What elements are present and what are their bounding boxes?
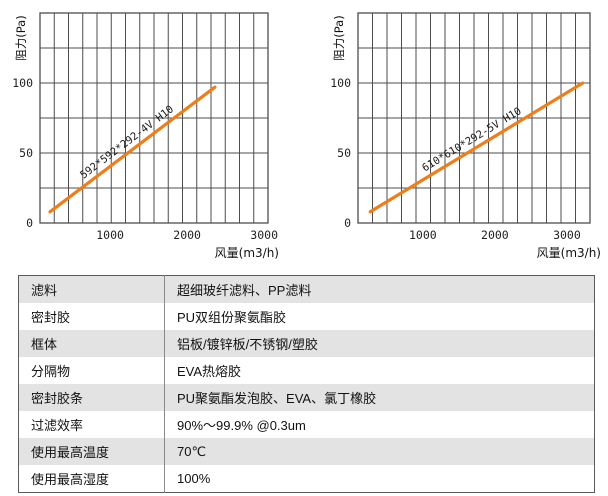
spec-value: 100% [177,471,211,486]
spec-value: 超细玻纤滤料、PP滤料 [177,283,312,298]
charts-panel: 0 50 100 1000 2000 3000 阻力(Pa) 风量(m3/h) 592*592*… [12,12,601,260]
x-tick-label: 2000 [173,228,201,242]
series-line [48,85,217,214]
spec-value: 90%～99.9% @0.3um [177,418,306,433]
filter-spec-table: 滤料 超细玻纤滤料、PP滤料 密封胶 PU双组份聚氨酯胶 框体 铝板/镀锌板/不锈钢/塑胶… [18,275,595,493]
pressure-flow-chart-right: 0 50 100 1000 2000 3000 阻力(Pa) 风量(m3/h) 610*610*… [330,12,601,260]
y-axis-title: 阻力(Pa) [332,15,346,60]
x-tick-label: 2000 [481,228,509,242]
y-tick-label: 100 [12,76,33,90]
spec-label: 过滤效率 [18,411,165,438]
spec-label: 密封胶条 [18,384,165,411]
spec-label: 分隔物 [18,357,165,384]
spec-value: PU双组份聚氨酯胶 [177,310,287,325]
table-row: 分隔物 EVA热熔胶 [18,357,595,384]
plot-border [39,12,269,224]
x-tick-label: 1000 [96,228,124,242]
spec-value: 铝板/镀锌板/不锈钢/塑胶 [177,337,318,352]
y-axis-title: 阻力(Pa) [14,15,28,60]
spec-label: 使用最高温度 [18,438,165,465]
spec-value: PU聚氨酯发泡胶、EVA、氯丁橡胶 [177,391,377,406]
series-label: 610*610*292-5V H10 [420,105,524,174]
y-tick-label: 0 [26,216,33,230]
spec-label: 滤料 [18,275,165,303]
spec-label: 使用最高湿度 [18,465,165,493]
y-tick-label: 100 [330,76,351,90]
spec-label: 框体 [18,330,165,357]
x-axis-title: 风量(m3/h) [215,246,279,260]
x-tick-label: 3000 [553,228,581,242]
table-row: 使用最高温度 70℃ [18,438,595,465]
x-tick-label: 3000 [250,228,278,242]
spec-label: 密封胶 [18,303,165,330]
series-label: 592*592*292-4V H10 [78,103,176,181]
series-line [368,81,585,214]
table-row: 滤料 超细玻纤滤料、PP滤料 [18,275,595,303]
x-tick-label: 1000 [409,228,437,242]
table-row: 使用最高湿度 100% [18,465,595,493]
y-tick-label: 50 [337,146,351,160]
x-axis-title: 风量(m3/h) [537,246,601,260]
plot-border [357,12,591,224]
table-row: 过滤效率 90%～99.9% @0.3um [18,411,595,438]
spec-value: 70℃ [177,443,207,459]
spec-value: EVA热熔胶 [177,364,242,379]
table-row: 密封胶条 PU聚氨酯发泡胶、EVA、氯丁橡胶 [18,384,595,411]
table-row: 密封胶 PU双组份聚氨酯胶 [18,303,595,330]
y-tick-label: 50 [19,146,33,160]
y-tick-label: 0 [344,216,351,230]
pressure-flow-chart-left: 0 50 100 1000 2000 3000 阻力(Pa) 风量(m3/h) 592*592*… [12,12,279,260]
table-row: 框体 铝板/镀锌板/不锈钢/塑胶 [18,330,595,357]
